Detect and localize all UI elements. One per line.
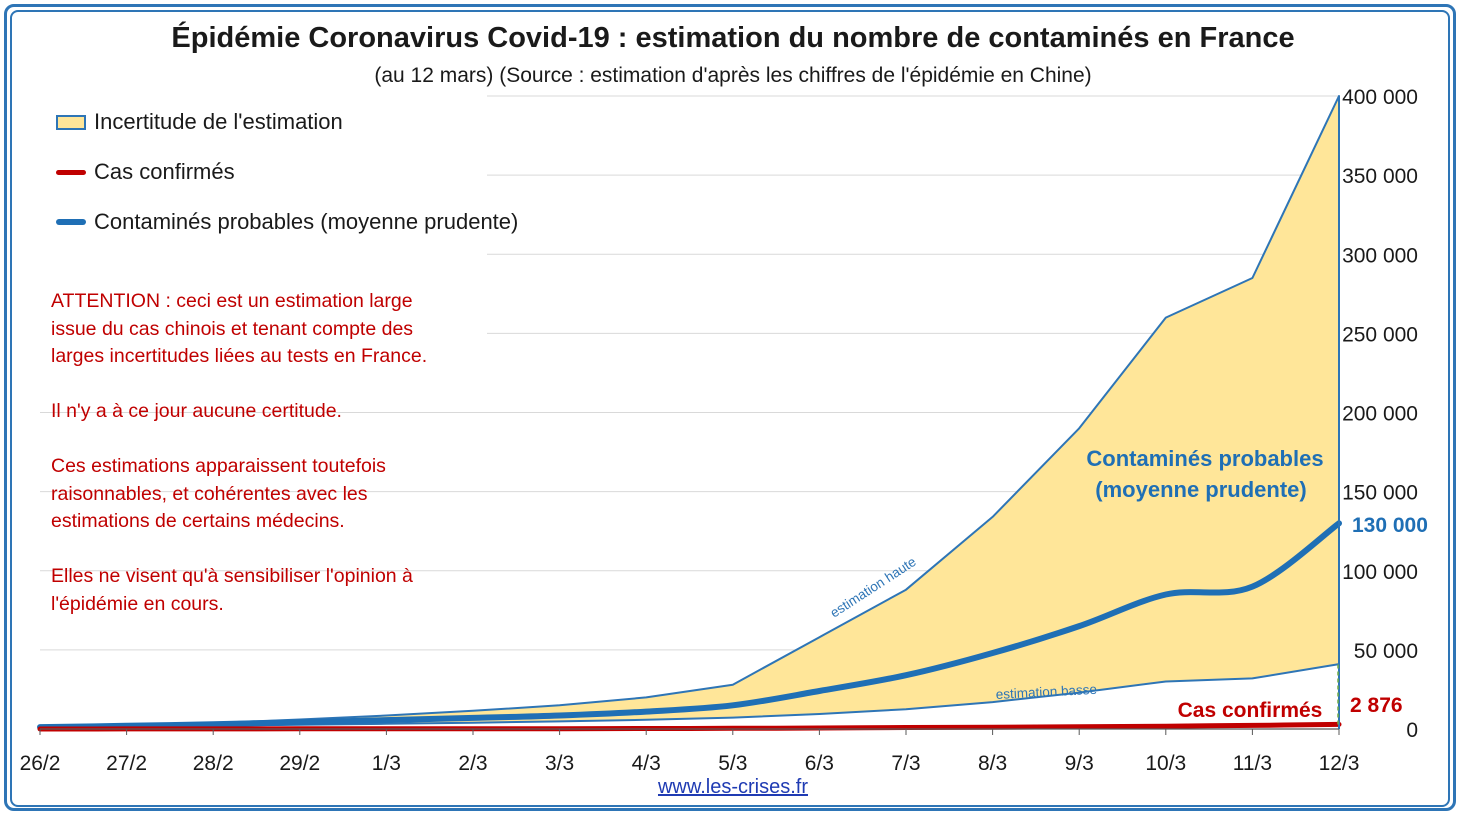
warning-paragraph-3: Ces estimations apparaissent toutefois r… xyxy=(51,455,386,532)
x-tick-label: 7/3 xyxy=(891,752,920,775)
x-tick-label: 5/3 xyxy=(718,752,747,775)
warning-paragraph-1: ATTENTION : ceci est un estimation large… xyxy=(51,290,428,367)
probable-value-label: 130 000 xyxy=(1352,514,1428,537)
x-tick-label: 10/3 xyxy=(1145,752,1186,775)
y-tick-label: 300 000 xyxy=(1342,244,1418,267)
y-tick-label: 350 000 xyxy=(1342,165,1418,188)
y-tick-label: 100 000 xyxy=(1342,561,1418,584)
y-tick-label: 200 000 xyxy=(1342,403,1418,426)
x-tick-label: 2/3 xyxy=(458,752,487,775)
x-tick-label: 12/3 xyxy=(1319,752,1360,775)
inner-frame xyxy=(10,10,1450,807)
probable-annotation-line-1: Contaminés probables xyxy=(1086,446,1323,471)
low-estimate-label: estimation basse xyxy=(995,682,1097,702)
confirmed-value-label: 2 876 xyxy=(1350,694,1403,717)
y-tick-label: 400 000 xyxy=(1342,86,1418,109)
confirmed-annotation-label: Cas confirmés xyxy=(1178,699,1323,722)
x-tick-label: 8/3 xyxy=(978,752,1007,775)
y-tick-labels: 0 50 000 100 000 150 000 200 000 250 000 300 0… xyxy=(1342,86,1418,742)
chart-subtitle: (au 12 mars) (Source : estimation d'aprè… xyxy=(374,64,1092,87)
legend-confirmed: Cas confirmés xyxy=(56,157,235,187)
y-tick-label: 150 000 xyxy=(1342,482,1418,505)
x-tick-label: 27/2 xyxy=(106,752,147,775)
legend-probable-label: Contaminés probables (moyenne prudente) xyxy=(94,209,519,234)
legend-uncertainty: Incertitude de l'estimation xyxy=(56,107,343,137)
probable-line xyxy=(37,520,1342,731)
x-tick-label: 9/3 xyxy=(1065,752,1094,775)
x-tick-label: 1/3 xyxy=(372,752,401,775)
y-tick-label: 250 000 xyxy=(1342,323,1418,346)
chart-title: Épidémie Coronavirus Covid-19 : estimati… xyxy=(171,22,1295,54)
axes xyxy=(39,96,1340,735)
x-tick-label: 6/3 xyxy=(805,752,834,775)
probable-annotation-line-2: (moyenne prudente) xyxy=(1095,477,1306,502)
warning-paragraph-4: Elles ne visent qu'à sensibiliser l'opin… xyxy=(51,565,413,615)
legend-probable: Contaminés probables (moyenne prudente) xyxy=(56,207,518,237)
x-tick-label: 29/2 xyxy=(279,752,320,775)
warning-paragraph-2: Il n'y a à ce jour aucune certitude. xyxy=(51,400,342,422)
y-tick-label: 50 000 xyxy=(1354,640,1418,663)
legend-probable-swatch xyxy=(56,219,86,225)
legend-uncertainty-label: Incertitude de l'estimation xyxy=(94,109,343,134)
x-tick-label: 26/2 xyxy=(20,752,61,775)
x-tick-label: 11/3 xyxy=(1233,752,1272,775)
x-tick-labels: 26/2 27/2 28/2 29/2 1/3 2/3 3/3 4/3 5/3 6/3 7/3 8/3… xyxy=(20,752,1360,775)
x-tick-label: 3/3 xyxy=(545,752,574,775)
y-tick-label: 0 xyxy=(1406,719,1418,742)
x-tick-label: 4/3 xyxy=(632,752,661,775)
warning-text: ATTENTION : ceci est un estimation large… xyxy=(51,288,481,646)
uncertainty-area xyxy=(40,96,1339,728)
source-link[interactable]: www.les-crises.fr xyxy=(657,776,808,798)
x-tick-label: 28/2 xyxy=(193,752,234,775)
outer-frame xyxy=(4,4,1456,811)
legend-confirmed-swatch xyxy=(56,169,86,175)
legend-area-swatch xyxy=(56,114,86,130)
legend-confirmed-label: Cas confirmés xyxy=(94,159,235,184)
